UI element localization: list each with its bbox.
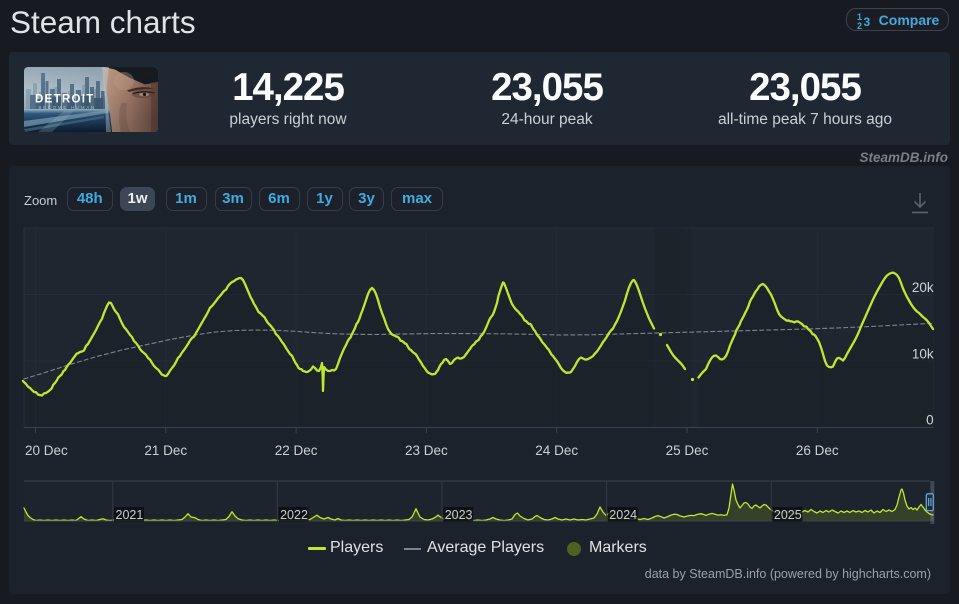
svg-text:DETROIT: DETROIT	[35, 94, 95, 106]
svg-text:2: 2	[857, 21, 862, 30]
svg-text:26 Dec: 26 Dec	[796, 443, 839, 458]
svg-text:0: 0	[926, 413, 934, 428]
svg-text:22 Dec: 22 Dec	[275, 443, 318, 458]
svg-text:2021: 2021	[116, 508, 144, 522]
svg-text:21 Dec: 21 Dec	[144, 443, 187, 458]
svg-text:2024: 2024	[609, 508, 637, 522]
svg-text:20 Dec: 20 Dec	[25, 443, 68, 458]
svg-text:2025: 2025	[774, 508, 802, 522]
svg-text:1: 1	[857, 12, 862, 22]
svg-text:25 Dec: 25 Dec	[666, 443, 709, 458]
svg-text:2022: 2022	[280, 508, 308, 522]
svg-text:2023: 2023	[445, 508, 473, 522]
svg-text:23 Dec: 23 Dec	[405, 443, 448, 458]
svg-text:BECOME HUMAN: BECOME HUMAN	[39, 105, 96, 110]
svg-text:3: 3	[863, 15, 870, 29]
svg-text:24 Dec: 24 Dec	[535, 443, 578, 458]
svg-text:20k: 20k	[912, 280, 934, 295]
svg-text:10k: 10k	[912, 347, 934, 362]
